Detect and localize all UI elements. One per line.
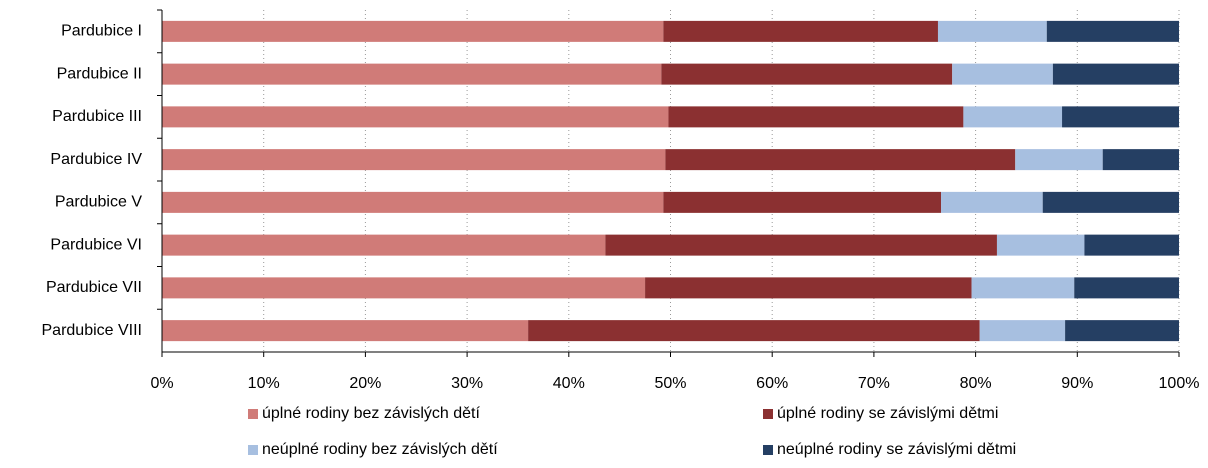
y-tick-label: Pardubice VIII	[42, 322, 143, 339]
bar-segment	[668, 106, 964, 128]
x-tick-label: 40%	[553, 375, 585, 392]
bar-segment	[605, 234, 997, 256]
bar-segment	[1046, 20, 1179, 42]
x-tick-label: 20%	[349, 375, 381, 392]
x-tick-label: 80%	[960, 375, 992, 392]
legend-label: úplné rodiny se závislými dětmi	[777, 405, 998, 422]
bar-segment	[665, 149, 1016, 171]
legend-swatch	[763, 409, 773, 419]
x-tick-label: 70%	[858, 375, 890, 392]
bar-segment	[996, 234, 1085, 256]
bar-segment	[979, 320, 1066, 342]
bar-segment	[162, 149, 666, 171]
y-tick-label: Pardubice V	[55, 194, 142, 211]
bar-segment	[162, 106, 669, 128]
bar-segment	[971, 277, 1075, 299]
y-tick-label: Pardubice I	[61, 23, 142, 40]
bar-segment	[1042, 191, 1179, 213]
bar-segment	[1062, 106, 1179, 128]
bar-segment	[162, 320, 529, 342]
y-tick-label: Pardubice IV	[50, 151, 142, 168]
legend-label: neúplné rodiny se závislými dětmi	[777, 441, 1016, 458]
x-tick-label: 10%	[248, 375, 280, 392]
bar-segment	[952, 63, 1053, 85]
bar-segment	[162, 277, 646, 299]
x-tick-label: 60%	[756, 375, 788, 392]
y-tick-label: Pardubice VI	[50, 236, 142, 253]
legend-swatch	[248, 409, 258, 419]
bar-segment	[645, 277, 972, 299]
bar-segment	[162, 191, 664, 213]
y-tick-label: Pardubice III	[52, 108, 142, 125]
bar-segment	[1052, 63, 1179, 85]
bar-segment	[663, 191, 942, 213]
bar-segment	[162, 20, 664, 42]
x-tick-label: 30%	[451, 375, 483, 392]
legend-swatch	[248, 445, 258, 455]
legend-label: neúplné rodiny bez závislých dětí	[262, 441, 498, 458]
x-tick-label: 50%	[654, 375, 686, 392]
bar-segment	[162, 234, 606, 256]
legend-swatch	[763, 445, 773, 455]
y-tick-label: Pardubice II	[57, 65, 142, 82]
y-tick-label: Pardubice VII	[46, 279, 142, 296]
bar-segment	[1074, 277, 1179, 299]
bar-segment	[1015, 149, 1103, 171]
bar-segment	[162, 63, 662, 85]
bar-segment	[963, 106, 1063, 128]
x-tick-label: 90%	[1061, 375, 1093, 392]
legend-label: úplné rodiny bez závislých dětí	[262, 405, 480, 422]
bar-segment	[1102, 149, 1179, 171]
bar-segment	[663, 20, 938, 42]
bar-segment	[1084, 234, 1179, 256]
bar-segment	[937, 20, 1047, 42]
x-tick-label: 100%	[1159, 375, 1200, 392]
bar-segment	[661, 63, 953, 85]
bar-segment	[528, 320, 980, 342]
x-tick-label: 0%	[150, 375, 173, 392]
bar-segment	[941, 191, 1043, 213]
bar-segment	[1065, 320, 1179, 342]
